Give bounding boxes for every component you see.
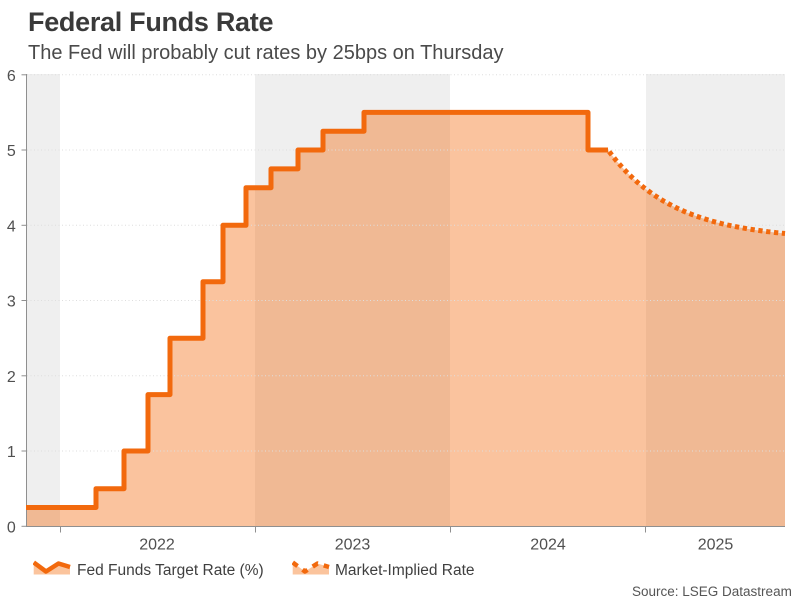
svg-text:2023: 2023 — [335, 537, 371, 554]
svg-text:3: 3 — [7, 294, 16, 311]
svg-text:6: 6 — [7, 68, 16, 85]
svg-text:0: 0 — [7, 519, 16, 536]
svg-text:2: 2 — [7, 369, 16, 386]
svg-text:2024: 2024 — [530, 537, 566, 554]
svg-text:2022: 2022 — [139, 537, 175, 554]
svg-text:4: 4 — [7, 218, 16, 235]
svg-text:1: 1 — [7, 444, 16, 461]
svg-text:5: 5 — [7, 143, 16, 160]
svg-text:2025: 2025 — [698, 537, 734, 554]
